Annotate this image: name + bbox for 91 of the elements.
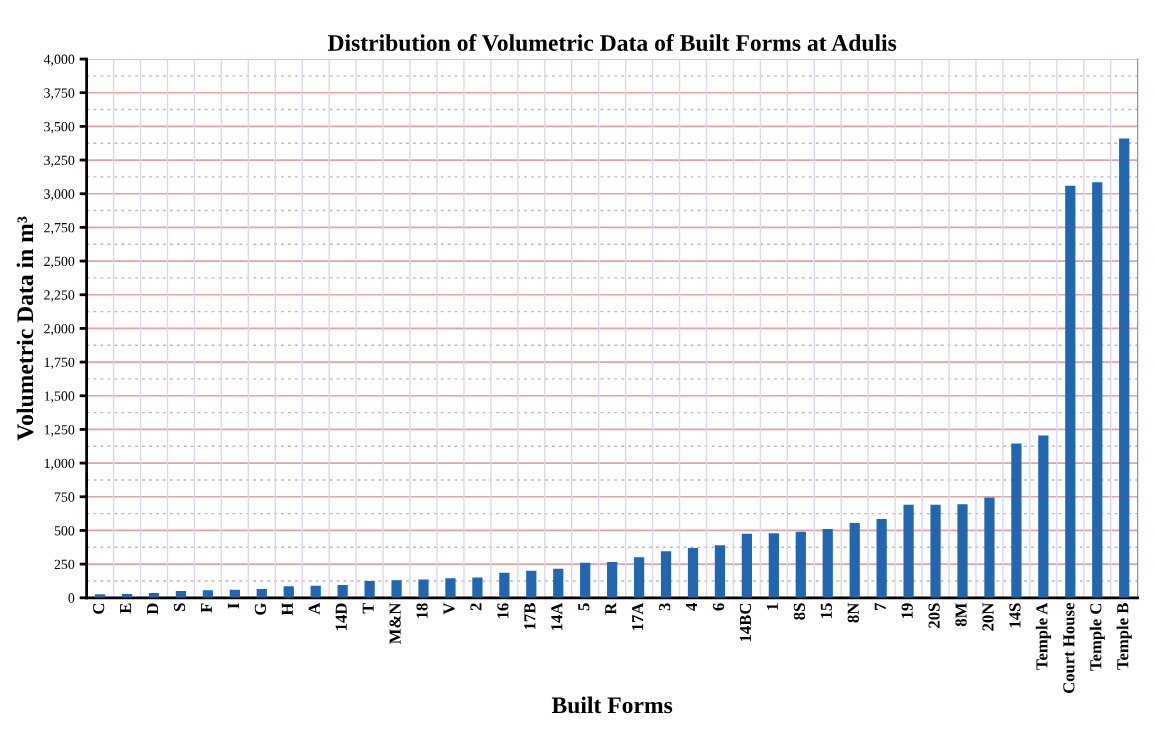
y-tick-label: 500 (54, 526, 75, 536)
y-tick-label: 750 (54, 492, 75, 502)
bar (984, 497, 995, 598)
bar (741, 533, 753, 598)
bar (849, 523, 860, 598)
bar (768, 533, 779, 598)
x-tick-label: E (120, 603, 132, 614)
bar (1038, 435, 1049, 598)
bar (1011, 443, 1022, 598)
x-tick-label: 20S (928, 603, 940, 628)
bar (822, 529, 833, 598)
y-tick-label: 3,500 (44, 121, 75, 134)
x-tick-label: 14BC (739, 603, 752, 642)
y-axis-title: Volumetric Data in m³ (16, 216, 34, 441)
bar (876, 518, 887, 598)
bar (391, 580, 402, 598)
x-tick-label: 19 (901, 603, 913, 618)
bar (337, 584, 348, 598)
chart-title: Distribution of Volumetric Data of Built Forms at Adulis (327, 34, 897, 52)
x-tick-label: 4 (686, 602, 698, 611)
x-tick-label: Court House (1063, 603, 1075, 694)
x-tick-label: F (200, 603, 212, 613)
bar (472, 577, 483, 598)
y-tick-label: 1,500 (44, 391, 75, 403)
bar (687, 547, 699, 598)
bar (283, 586, 294, 598)
bar (526, 570, 537, 598)
bar (633, 557, 645, 598)
bar (364, 580, 375, 598)
y-tick-label: 1,000 (44, 458, 75, 471)
x-tick-label: 8S (793, 603, 805, 620)
bar (580, 562, 591, 598)
bar (418, 579, 429, 598)
x-tick-label: I (227, 603, 239, 609)
x-tick-label: 17B (524, 603, 536, 630)
y-tick-label: 250 (54, 559, 75, 570)
y-tick-label: 4,000 (43, 54, 75, 66)
y-tick-label: 0 (68, 593, 75, 603)
x-tick-label: G (254, 603, 266, 615)
x-tick-label: 14D (335, 603, 347, 631)
x-tick-label: A (308, 602, 320, 615)
x-tick-label: R (605, 602, 617, 615)
y-tick-label: 2,500 (44, 256, 75, 269)
x-tick-label: 5 (578, 603, 590, 611)
x-tick-label: 18 (416, 603, 428, 618)
x-tick-label: 14A (551, 602, 563, 631)
x-tick-label: 15 (820, 603, 832, 618)
x-tick-label: T (362, 602, 374, 614)
x-tick-label: C (93, 603, 105, 614)
y-tick-label: 2,750 (44, 222, 75, 235)
x-tick-label: M&N (389, 602, 401, 645)
x-tick-label: 17A (632, 602, 644, 631)
x-tick-label: Temple B (1116, 603, 1132, 670)
bar (499, 572, 510, 598)
y-tick-label: 3,250 (44, 155, 75, 168)
x-tick-label: 20N (982, 602, 994, 631)
x-tick-label: S (173, 603, 186, 612)
x-tick-label: 16 (497, 603, 509, 618)
bar (957, 504, 968, 598)
x-tick-label: 6 (712, 603, 725, 611)
x-tick-label: 1 (766, 603, 778, 610)
x-tick-label: 8M (955, 603, 967, 627)
y-tick-label: 1,250 (44, 425, 75, 437)
bar (607, 562, 618, 598)
bar (1065, 185, 1076, 598)
bar (1092, 182, 1103, 598)
y-tick-label: 1,750 (44, 357, 75, 370)
x-tick-label: 7 (874, 603, 886, 611)
bar (930, 504, 941, 598)
bar (553, 568, 564, 598)
bar (660, 551, 672, 598)
bar (1119, 138, 1130, 598)
x-tick-label: H (281, 602, 293, 616)
bar (445, 578, 456, 598)
y-tick-label: 3,750 (44, 88, 75, 100)
y-tick-label: 2,000 (44, 323, 75, 336)
x-tick-label: 3 (659, 603, 671, 611)
x-tick-label: 14S (1009, 603, 1021, 628)
bar (795, 531, 806, 598)
x-tick-label: Temple A (1035, 602, 1051, 670)
bar (714, 545, 726, 598)
y-tick-label: 2,250 (44, 290, 75, 302)
x-tick-label: D (147, 603, 159, 615)
x-tick-label: Temple C (1089, 603, 1105, 671)
x-tick-label: 2 (470, 603, 482, 611)
bar (202, 590, 214, 598)
x-tick-label: 8N (847, 602, 859, 623)
x-tick-label: V (443, 602, 455, 615)
x-axis-title: Built Forms (551, 696, 673, 714)
y-tick-label: 3,000 (44, 189, 75, 201)
bar (903, 504, 914, 598)
